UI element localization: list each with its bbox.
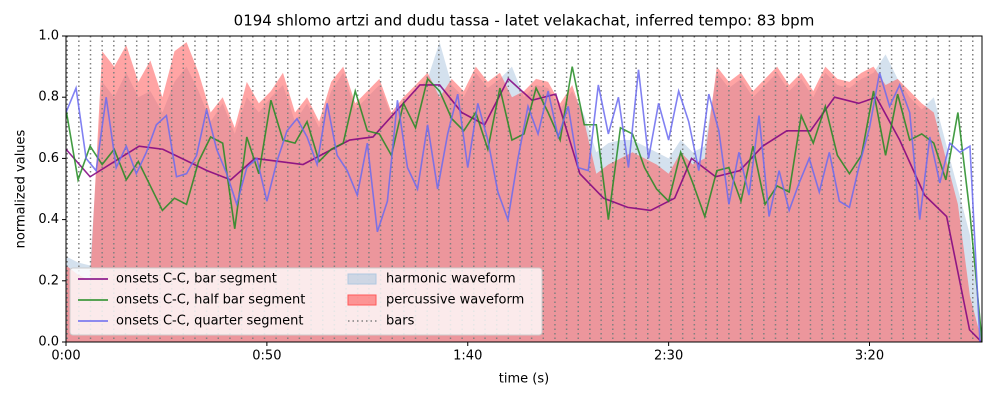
y-tick-label: 0.2 [38, 273, 59, 288]
onset-line [66, 66, 982, 342]
legend-label: percussive waveform [386, 293, 524, 308]
onset-line [66, 77, 982, 342]
y-tick-label: 0.8 [38, 90, 59, 105]
x-tick-label: 1:40 [453, 349, 482, 364]
onset-line [66, 69, 981, 342]
legend-label: onsets C-C, half bar segment [116, 293, 305, 308]
y-tick-label: 0.0 [38, 335, 59, 350]
y-axis-label: normalized values [14, 129, 29, 248]
legend: onsets C-C, bar segment onsets C-C, half … [69, 267, 543, 336]
x-tick-label: 3:20 [855, 349, 884, 364]
x-axis-label: time (s) [499, 372, 549, 387]
y-tick-label: 0.4 [38, 212, 59, 227]
legend-label: onsets C-C, quarter segment [116, 314, 303, 329]
chart-title: 0194 shlomo artzi and dudu tassa - latet… [234, 12, 815, 30]
plot-layer [66, 36, 982, 342]
waveform-area [66, 42, 982, 342]
legend-label: onsets C-C, bar segment [116, 272, 277, 287]
x-tick-label: 0:00 [51, 349, 80, 364]
plot-frame [65, 35, 983, 343]
legend-label: bars [386, 314, 415, 329]
legend-patch [347, 273, 377, 285]
y-tick-label: 0.6 [38, 151, 59, 166]
x-tick-label: 0:50 [252, 349, 281, 364]
y-tick-label: 1.0 [38, 29, 59, 44]
x-tick-label: 2:30 [654, 349, 683, 364]
legend-box [69, 267, 543, 336]
legend-label: harmonic waveform [386, 272, 516, 287]
legend-patch [347, 294, 377, 306]
